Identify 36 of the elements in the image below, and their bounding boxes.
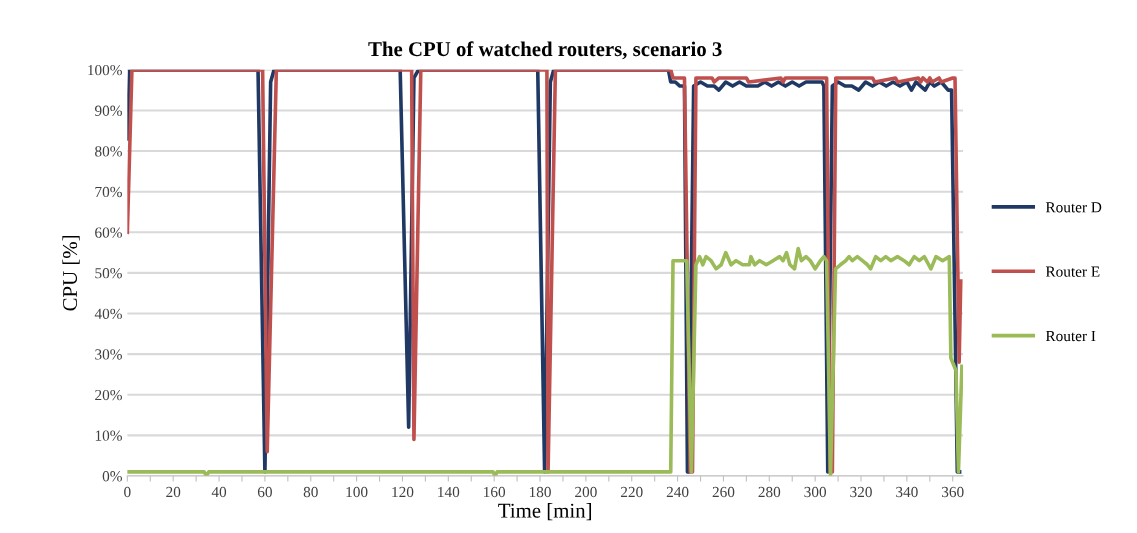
y-tick-label: 20% [95,389,122,401]
x-tick-label: 260 [712,486,735,498]
x-tick-label: 200 [575,486,597,498]
x-tick-label: 120 [392,486,414,498]
y-tick-label: 10% [95,430,122,441]
y-tick-label: 50% [95,268,122,279]
x-tick-label: 320 [850,486,872,498]
legend-label: Router E [1045,266,1100,277]
y-tick-label: 0% [102,471,122,482]
x-tick-label: 100 [346,486,368,498]
x-tick-label: 240 [666,486,689,498]
x-tick-label: 40 [211,486,227,498]
y-tick-label: 100% [88,64,122,76]
x-tick-label: 180 [529,486,551,498]
x-tick-label: 220 [620,486,643,498]
legend-label: Router I [1045,330,1096,342]
y-tick-label: 60% [95,227,122,238]
y-tick-label: 80% [95,146,122,157]
x-tick-label: 60 [257,486,272,498]
x-tick-label: 280 [758,486,781,498]
x-axis-title: Time [min] [498,503,592,521]
y-axis-title: CPU [%] [62,235,80,311]
y-tick-label: 90% [94,105,122,116]
y-tick-label: 30% [95,349,122,360]
x-tick-label: 80 [303,486,318,498]
x-tick-label: 340 [896,486,918,498]
chart-title: The CPU of watched routers, scenario 3 [368,41,722,60]
x-tick-label: 300 [804,486,827,498]
x-tick-label: 360 [941,486,964,498]
x-tick-label: 160 [484,486,506,498]
x-tick-label: 140 [438,486,460,498]
y-tick-label: 70% [95,186,122,198]
legend-label: Router D [1045,202,1102,213]
y-tick-label: 40% [94,308,122,320]
x-tick-label: 0 [124,486,131,498]
x-tick-label: 20 [166,486,181,498]
